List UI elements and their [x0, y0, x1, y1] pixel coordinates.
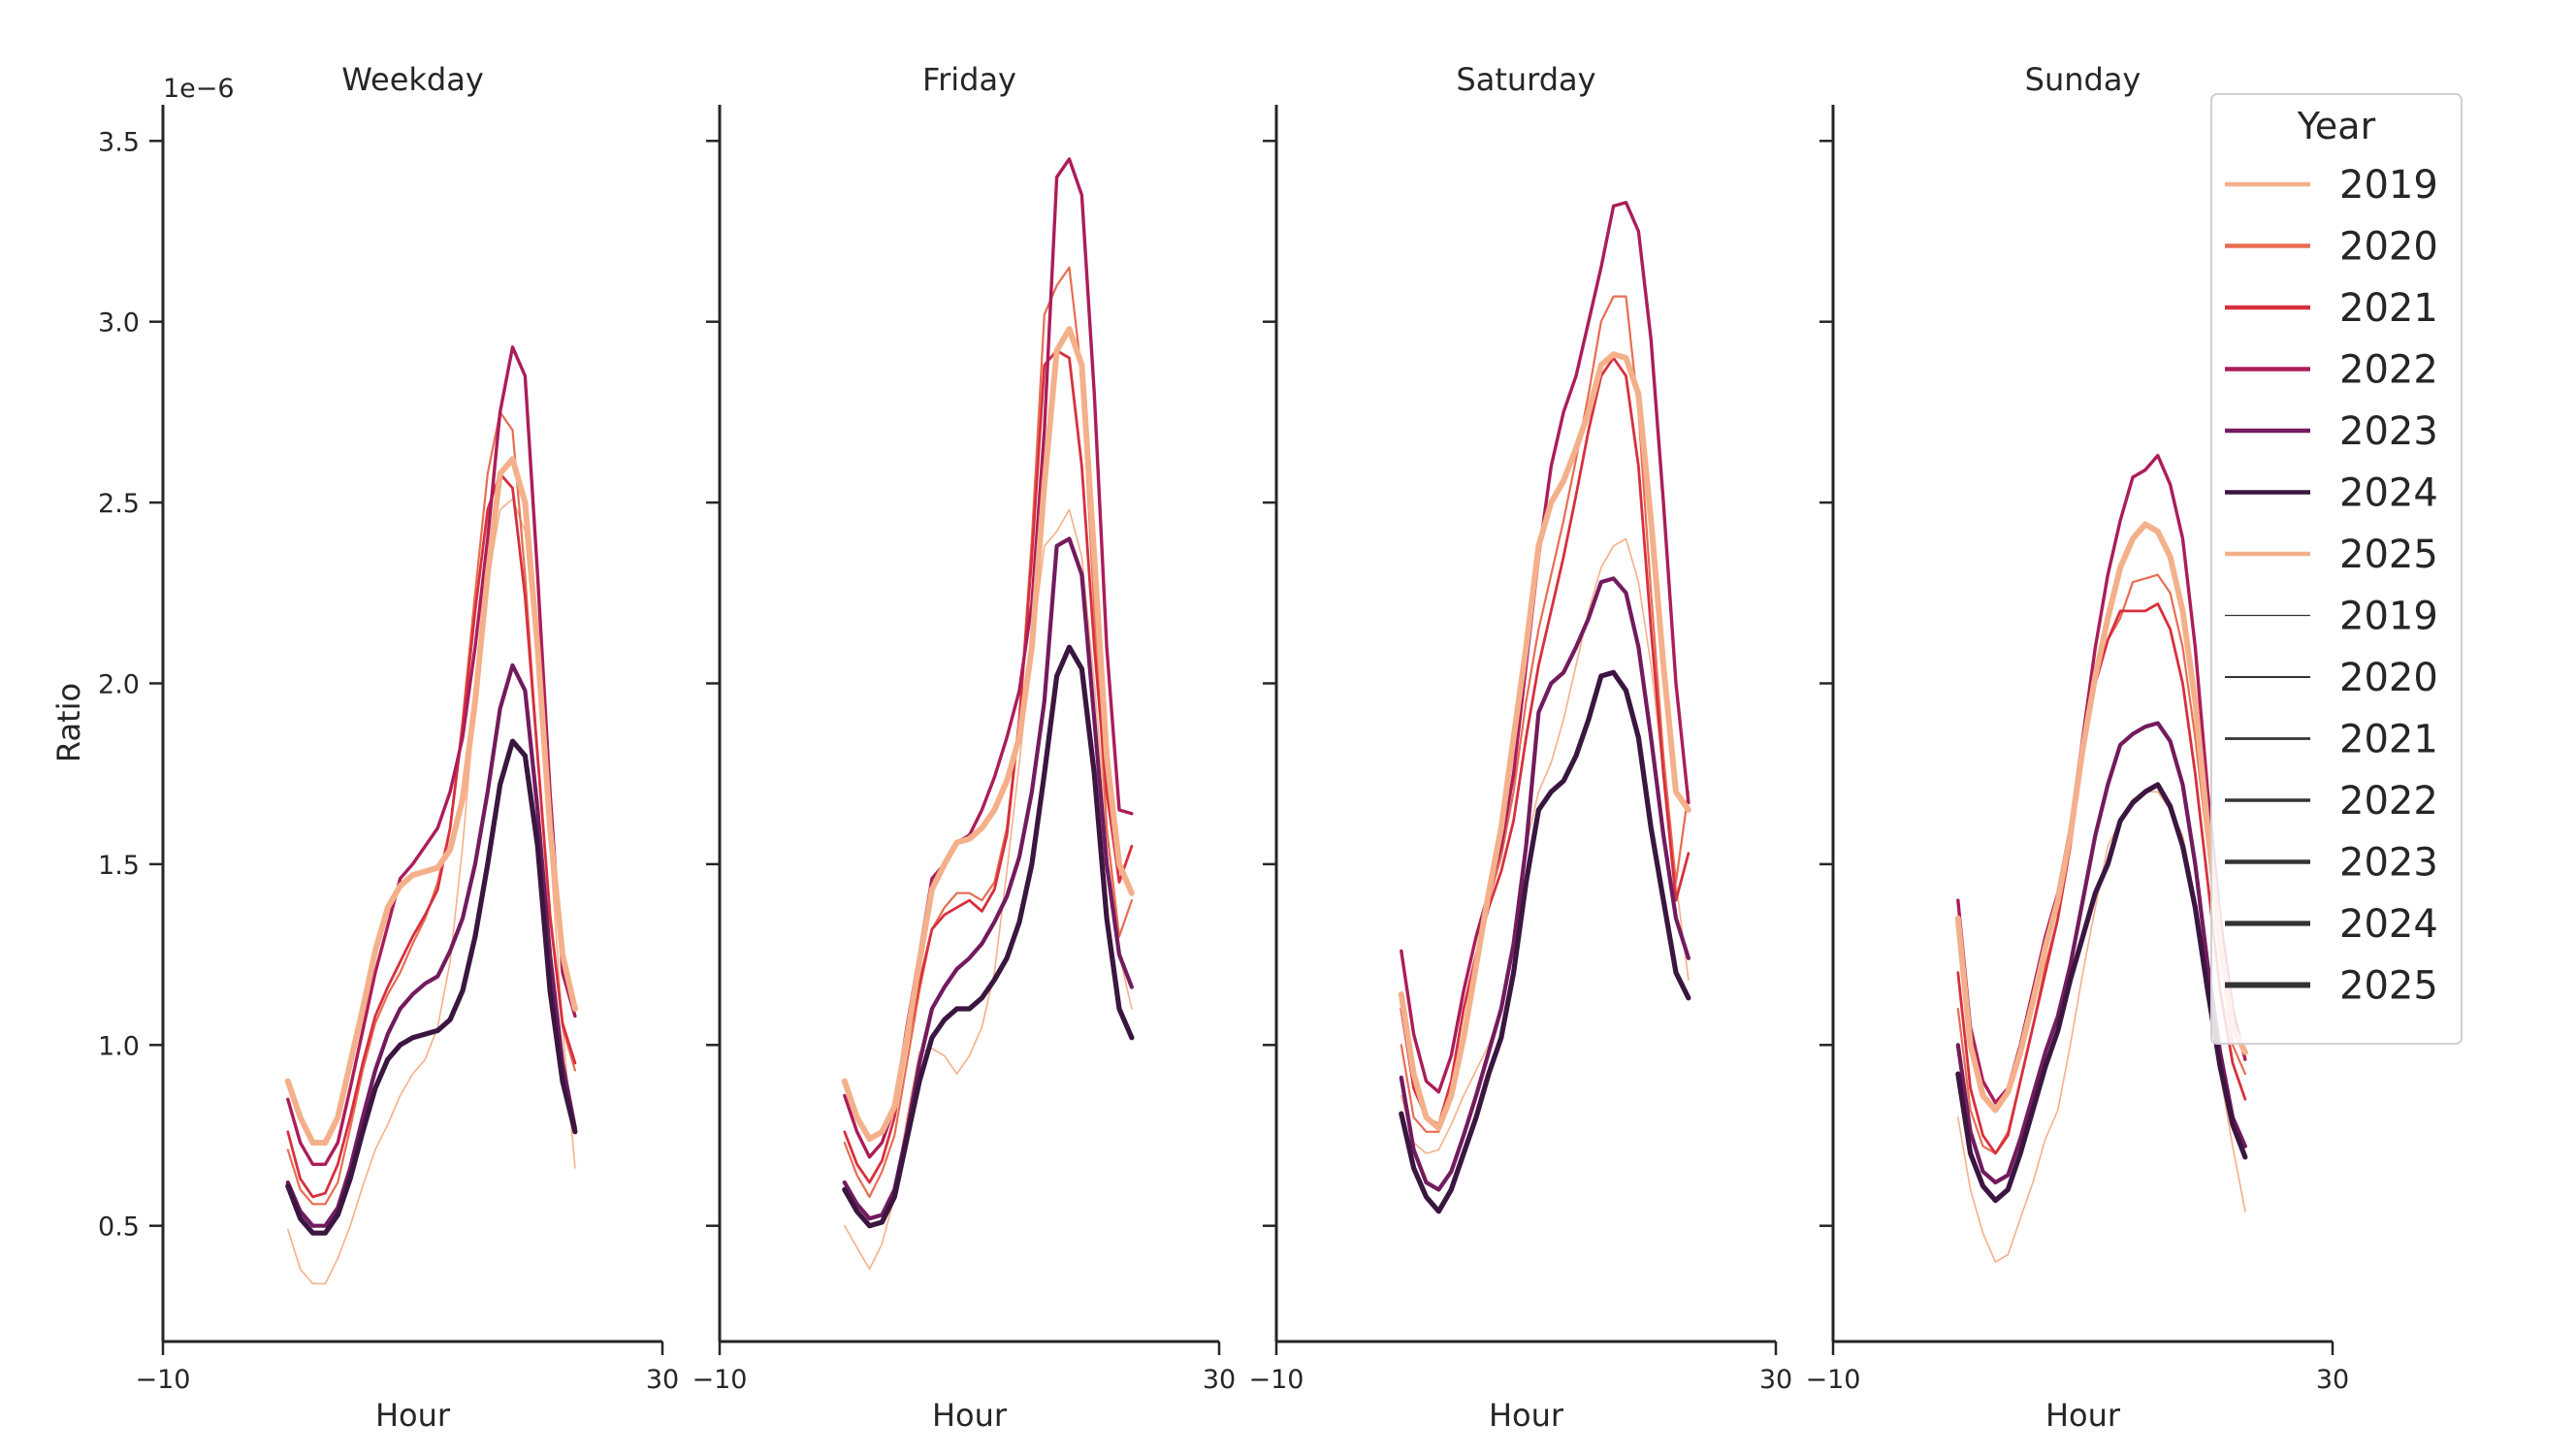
- y-tick-label: 2.5: [98, 489, 140, 519]
- x-tick-label: −10: [692, 1365, 748, 1395]
- x-tick-label: 30: [1203, 1365, 1236, 1395]
- series-line-2022: [286, 345, 577, 1167]
- legend-frame: [2210, 93, 2463, 1045]
- x-axis-label: Hour: [932, 1397, 1008, 1434]
- legend-label: 2022: [2339, 348, 2438, 393]
- series-line-2023: [1399, 576, 1691, 1192]
- legend-label: 2019: [2339, 595, 2438, 639]
- legend-label: 2023: [2339, 841, 2438, 886]
- x-axis-label: Hour: [1489, 1397, 1564, 1434]
- series-line-2025: [284, 456, 578, 1146]
- legend-label: 2023: [2339, 409, 2438, 454]
- y-tick-label: 1.0: [98, 1031, 140, 1061]
- x-tick-label: −10: [1249, 1365, 1304, 1395]
- y-axis-label: Ratio: [50, 683, 87, 762]
- series-line-2025: [1954, 521, 2248, 1114]
- legend-label: 2021: [2339, 286, 2438, 331]
- panel-title: Sunday: [2025, 61, 2141, 98]
- panel-sunday: Sunday −10 30 Hour: [1806, 61, 2350, 1434]
- series-line-2024: [285, 738, 578, 1236]
- legend-label: 2020: [2339, 225, 2438, 270]
- series-line-2023: [1955, 721, 2247, 1185]
- legend-label: 2024: [2339, 902, 2438, 947]
- series-line-2019: [1401, 537, 1690, 1154]
- series-line-2025: [1398, 351, 1691, 1131]
- y-tick-label: 1.5: [98, 851, 140, 881]
- series-line-2022: [1400, 200, 1690, 1094]
- series-line-2024: [1399, 669, 1691, 1214]
- x-axis-label: Hour: [375, 1397, 451, 1434]
- legend-label: 2024: [2339, 471, 2438, 516]
- x-tick-label: 30: [1759, 1365, 1792, 1395]
- panel-title: Saturday: [1456, 61, 1595, 98]
- legend-label: 2022: [2339, 779, 2438, 824]
- panel-title: Friday: [922, 61, 1016, 98]
- series-line-2021: [843, 349, 1134, 1184]
- x-tick-label: −10: [136, 1365, 191, 1395]
- legend-label: 2021: [2339, 718, 2438, 762]
- panel-weekday: Weekday 0.5 1.0 1.5 2.0 2.5 3.0 3.5 −10 30 Hour: [98, 61, 679, 1434]
- series-line-2021: [1400, 356, 1690, 1126]
- x-tick-label: 30: [646, 1365, 679, 1395]
- panel-friday: Friday −10 30 Hour: [692, 61, 1237, 1434]
- series-line-2023: [842, 536, 1135, 1221]
- series-line-2021: [1956, 602, 2247, 1155]
- series-line-2024: [1955, 782, 2248, 1204]
- series-line-2019: [286, 498, 576, 1285]
- y-offset-label: 1e−6: [163, 74, 235, 104]
- legend-label: 2020: [2339, 656, 2438, 700]
- series-line-2025: [841, 326, 1135, 1143]
- legend-label: 2019: [2339, 163, 2438, 208]
- legend-label: 2025: [2339, 533, 2438, 577]
- x-axis-label: Hour: [2045, 1397, 2121, 1434]
- y-tick-label: 0.5: [98, 1212, 140, 1243]
- series-line-2020: [1400, 295, 1690, 1133]
- series-line-2019: [1957, 791, 2246, 1263]
- panel-title: Weekday: [341, 61, 484, 98]
- x-tick-label: 30: [2316, 1365, 2349, 1395]
- y-tick-label: 2.0: [98, 669, 140, 699]
- legend-label: 2025: [2339, 964, 2438, 1009]
- x-tick-label: −10: [1806, 1365, 1861, 1395]
- series-line-2021: [286, 471, 577, 1199]
- y-tick-label: 3.5: [98, 127, 140, 157]
- series-line-2024: [842, 644, 1135, 1229]
- legend: Year 2019 2020 2021 2022 2023 2024 2025 2019 2020…: [2210, 93, 2463, 1045]
- y-tick-label: 3.0: [98, 308, 140, 339]
- panel-saturday: Saturday −10 30 Hour: [1249, 61, 1793, 1434]
- series-line-2023: [285, 663, 578, 1228]
- legend-title: Year: [2297, 105, 2376, 147]
